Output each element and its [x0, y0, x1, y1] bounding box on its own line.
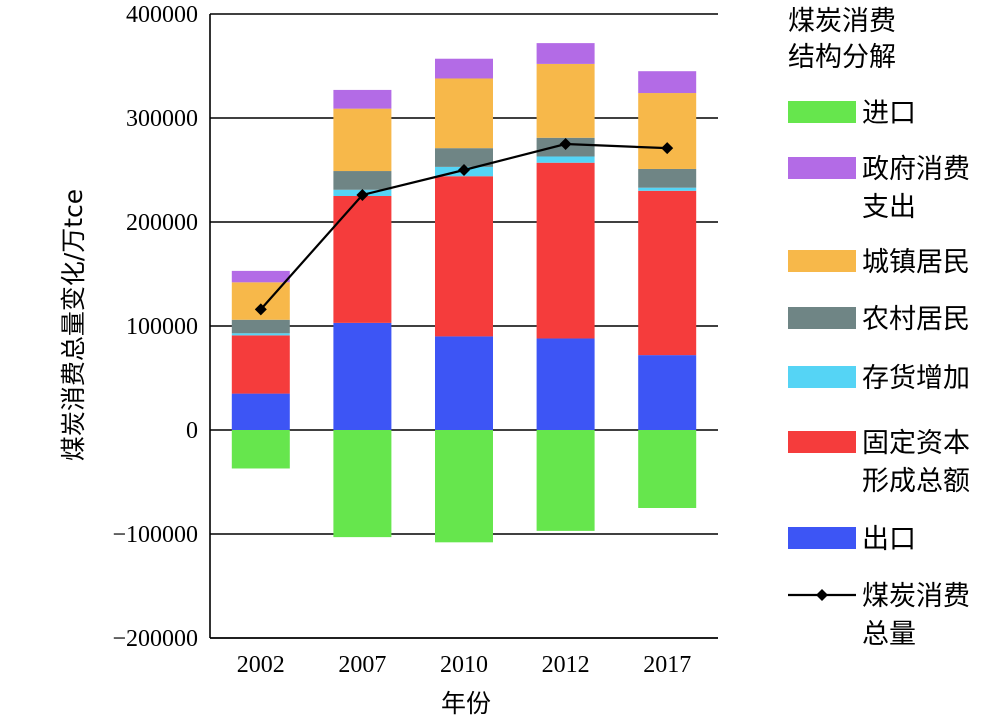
legend-label: 煤炭消费: [862, 581, 970, 612]
legend-title: 结构分解: [788, 42, 896, 73]
legend-label: 存货增加: [862, 363, 970, 394]
bar-segment: [536, 156, 595, 163]
bar-segment: [638, 355, 697, 430]
bar-segment: [231, 393, 290, 430]
bar-segment: [536, 430, 595, 531]
bar-segment: [638, 187, 697, 191]
legend-label: 城镇居民: [862, 247, 970, 278]
x-tick-label: 2002: [237, 652, 285, 678]
bar-segment: [333, 196, 392, 323]
bar-segment: [638, 93, 697, 169]
total-line-marker: [356, 188, 369, 201]
bar-segment: [638, 430, 697, 508]
legend: 煤炭消费结构分解进口政府消费支出城镇居民农村居民存货增加固定资本形成总额出口煤炭…: [788, 6, 970, 650]
bar-segment: [333, 171, 392, 190]
legend-swatch: [788, 527, 856, 549]
bar-segment: [536, 162, 595, 339]
axes: [209, 14, 718, 639]
legend-label: 形成总额: [862, 466, 970, 497]
legend-swatch: [788, 307, 856, 329]
x-axis-title: 年份: [441, 689, 491, 718]
bar-segment: [536, 338, 595, 430]
x-tick-label: 2012: [542, 652, 590, 678]
total-line-marker: [458, 164, 470, 176]
legend-label: 进口: [862, 98, 916, 129]
bar-segment: [435, 148, 493, 167]
bar-segment: [435, 58, 493, 79]
x-tick-label: 2010: [440, 652, 488, 678]
legend-label: 政府消费: [862, 154, 970, 185]
legend-label: 农村居民: [862, 304, 970, 335]
bar-segment: [536, 63, 595, 138]
bar-segment: [435, 430, 493, 543]
bar-segment: [231, 430, 290, 469]
bar-segment: [638, 71, 697, 94]
bar-segment: [435, 78, 493, 149]
y-tick-label: 200000: [126, 210, 198, 236]
legend-swatch: [788, 101, 856, 123]
legend-swatch: [788, 431, 856, 453]
bar-segment: [638, 190, 697, 356]
bar-segment: [333, 430, 392, 538]
bar-segment: [333, 108, 392, 172]
bar-segment: [536, 43, 595, 64]
bar-segment: [333, 322, 392, 430]
total-line-marker: [661, 142, 674, 155]
y-tick-label: 300000: [126, 106, 198, 132]
y-axis-title: 煤炭消费总量变化/万tce: [59, 189, 88, 461]
y-tick-label: 100000: [126, 314, 198, 340]
bar-segment: [231, 335, 290, 394]
bar-segment: [435, 336, 493, 430]
total-line-marker: [559, 138, 572, 150]
legend-label: 固定资本: [862, 428, 970, 459]
y-tick-label: −100000: [112, 522, 198, 548]
legend-line-marker: [816, 589, 828, 601]
y-tick-label: 0: [186, 418, 198, 444]
legend-label: 总量: [862, 619, 916, 650]
x-tick-label: 2007: [338, 652, 386, 678]
bar-segment: [231, 270, 290, 283]
legend-swatch: [788, 366, 856, 388]
legend-label: 出口: [862, 524, 916, 555]
y-tick-label: 400000: [126, 2, 198, 28]
bar-segment: [435, 176, 493, 337]
x-tick-label: 2017: [643, 652, 691, 678]
legend-label: 支出: [862, 192, 916, 223]
legend-swatch: [788, 250, 856, 272]
bar-segment: [333, 89, 392, 109]
y-tick-label: −200000: [112, 626, 198, 652]
legend-swatch: [788, 157, 856, 179]
legend-title: 煤炭消费: [788, 6, 896, 37]
bar-segment: [231, 319, 290, 334]
total-line-marker: [254, 303, 267, 316]
total-line: [254, 138, 674, 316]
bar-segment: [638, 168, 697, 188]
bar-segment: [231, 333, 290, 336]
tick-labels: −200000 −100000 0 100000 200000 300000 400000 2…: [112, 2, 691, 678]
